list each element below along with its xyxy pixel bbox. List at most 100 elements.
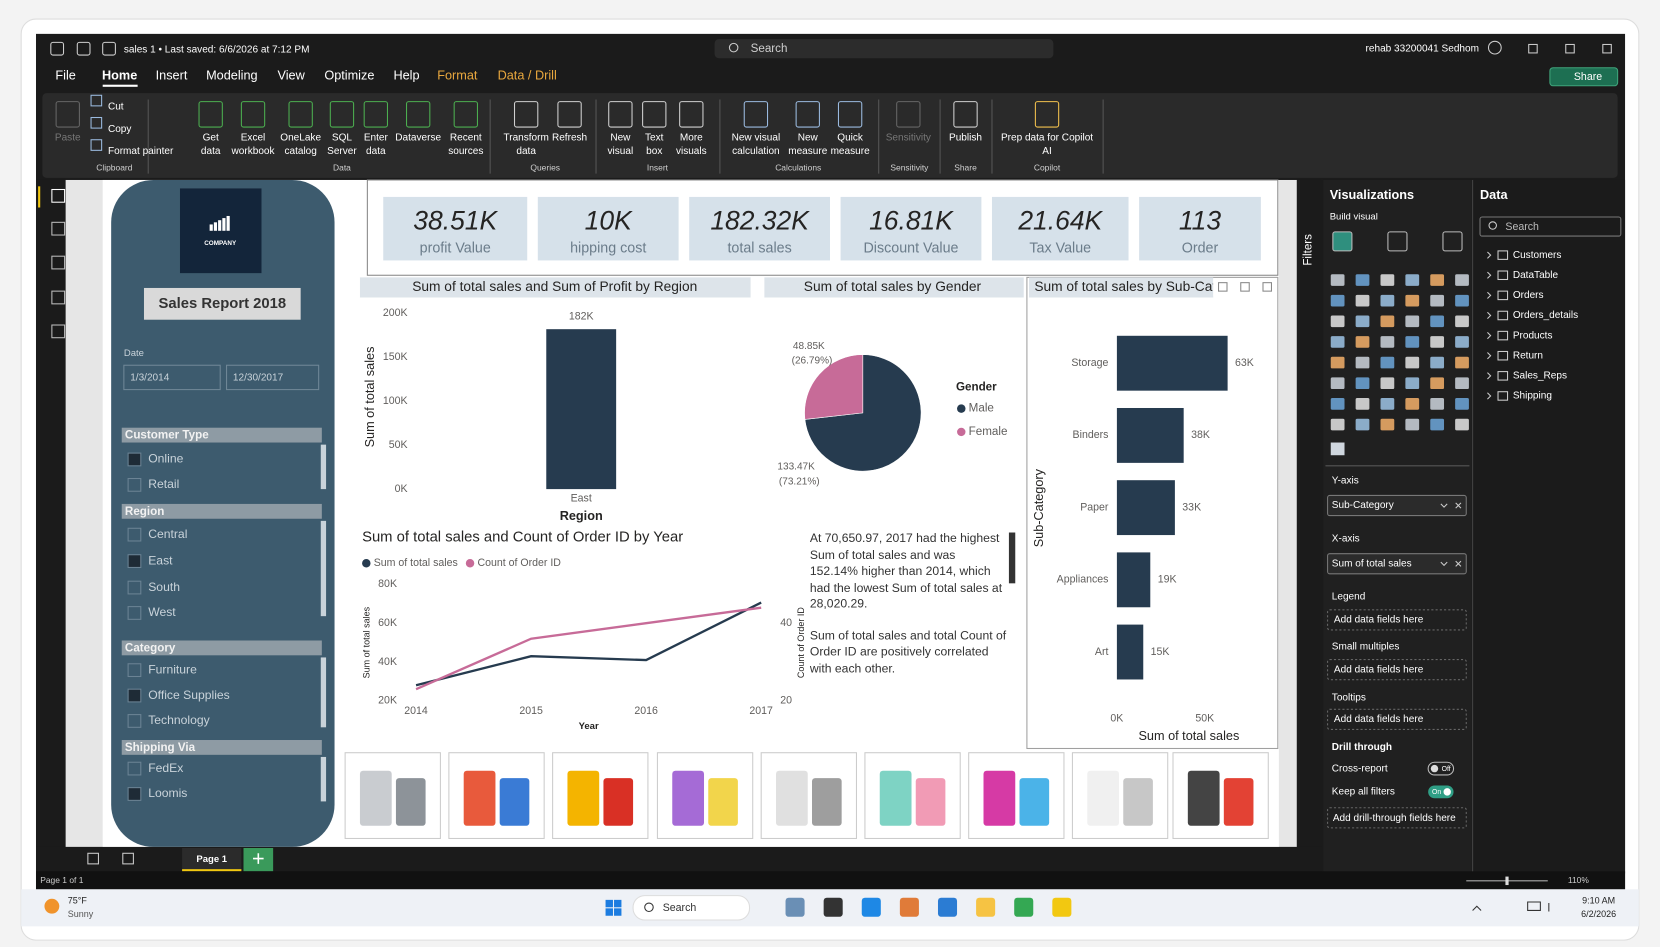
build-icon[interactable] — [1387, 231, 1408, 252]
visual-header-icon[interactable] — [1262, 282, 1272, 292]
field-well[interactable] — [1327, 553, 1467, 575]
ribbon-button[interactable]: New — [798, 132, 819, 143]
visual-type-icon[interactable] — [1330, 377, 1345, 390]
visual-type-icon[interactable] — [1330, 336, 1345, 348]
slicer-option[interactable]: West — [148, 605, 176, 619]
visual-type-icon[interactable] — [1430, 418, 1445, 431]
table-name[interactable]: Sales_Reps — [1513, 370, 1567, 381]
menu-tab[interactable]: Home — [102, 69, 137, 83]
visual-type-icon[interactable] — [1405, 356, 1420, 369]
field-well[interactable] — [1327, 494, 1467, 517]
search-box[interactable] — [714, 39, 1054, 59]
ribbon-button[interactable]: New — [610, 132, 631, 143]
slicer-checkbox[interactable] — [127, 477, 142, 492]
visual-type-icon[interactable] — [1430, 274, 1445, 286]
page-tab[interactable] — [182, 847, 242, 872]
visual-type-icon[interactable] — [1455, 398, 1469, 410]
ribbon-button[interactable]: Cut — [108, 102, 124, 113]
line-series[interactable] — [415, 601, 762, 687]
ribbon-button[interactable]: New visual — [732, 132, 781, 143]
line-series[interactable] — [415, 606, 762, 691]
nav-icon[interactable] — [51, 290, 66, 305]
visual-type-icon[interactable] — [1455, 336, 1469, 348]
slicer-checkbox[interactable] — [127, 527, 142, 542]
tab-bar-icon[interactable] — [122, 852, 134, 865]
slicer-option[interactable]: Central — [148, 527, 187, 541]
visual-type-icon[interactable] — [1380, 315, 1395, 328]
slicer-checkbox[interactable] — [127, 714, 142, 728]
date-input[interactable] — [123, 364, 221, 391]
ribbon-button[interactable]: box — [646, 146, 662, 157]
toolbar-icon[interactable] — [76, 41, 91, 56]
ribbon-button[interactable]: Refresh — [552, 132, 587, 143]
ribbon-button[interactable]: Sensitivity — [886, 132, 931, 143]
menu-tab[interactable]: View — [277, 69, 305, 83]
build-icon[interactable] — [1332, 231, 1353, 252]
tab-bar-icon[interactable] — [87, 852, 99, 865]
nav-icon[interactable] — [51, 324, 66, 339]
window-button[interactable] — [1565, 43, 1575, 54]
slicer-option[interactable]: FedEx — [148, 761, 183, 775]
visual-type-icon[interactable] — [1430, 336, 1445, 348]
taskbar-app[interactable] — [823, 897, 843, 917]
visual-type-icon[interactable] — [1430, 377, 1445, 390]
slicer-option[interactable]: Technology — [148, 713, 210, 727]
menu-tab[interactable]: Modeling — [206, 69, 258, 83]
ribbon-button[interactable]: Paste — [55, 132, 81, 143]
visual-type-icon[interactable] — [1355, 274, 1370, 286]
field-name[interactable]: Sum of total sales — [1332, 558, 1412, 569]
window-button[interactable] — [1528, 43, 1538, 54]
visual-type-icon[interactable] — [1405, 274, 1420, 286]
menu-tab[interactable]: File — [55, 69, 75, 83]
visual-type-icon[interactable] — [1355, 356, 1370, 369]
drop-well[interactable] — [1327, 609, 1467, 631]
slicer-option[interactable]: South — [148, 580, 180, 594]
visual-type-icon[interactable] — [1380, 377, 1395, 390]
taskbar-app[interactable] — [861, 897, 881, 917]
pie-slice[interactable] — [804, 354, 864, 420]
date-to[interactable]: 12/30/2017 — [233, 373, 284, 384]
slicer-checkbox[interactable] — [127, 554, 142, 568]
slicer-option[interactable]: Online — [148, 452, 183, 466]
ribbon-button[interactable]: Prep data for Copilot — [1001, 132, 1093, 143]
ribbon-button[interactable]: sources — [448, 146, 483, 157]
visual-type-icon[interactable] — [1405, 418, 1420, 431]
table-name[interactable]: Customers — [1513, 250, 1562, 261]
date-input[interactable] — [226, 364, 320, 391]
ribbon-button[interactable]: Dataverse — [395, 132, 441, 143]
legend-label[interactable]: Female — [969, 425, 1008, 438]
visual-type-icon[interactable] — [1455, 294, 1469, 307]
slicer-checkbox[interactable] — [127, 663, 142, 678]
toolbar-icon[interactable] — [50, 41, 65, 56]
share-label[interactable]: Share — [1574, 71, 1602, 83]
toggle[interactable] — [1427, 761, 1455, 776]
ribbon-button[interactable]: Excel — [241, 132, 266, 143]
visual-type-icon[interactable] — [1355, 315, 1370, 328]
visual-type-icon[interactable] — [1330, 442, 1345, 456]
visual-type-icon[interactable] — [1455, 315, 1469, 328]
visual-type-icon[interactable] — [1405, 377, 1420, 390]
build-icon[interactable] — [1442, 231, 1463, 252]
visual-type-icon[interactable] — [1355, 294, 1370, 307]
drop-well[interactable] — [1327, 708, 1467, 730]
ribbon-button[interactable]: data — [201, 146, 221, 157]
taskbar-app[interactable] — [1052, 897, 1072, 917]
ribbon-button[interactable]: More — [680, 132, 703, 143]
slicer-checkbox[interactable] — [127, 452, 142, 467]
legend-label[interactable]: Count of Order ID — [477, 557, 561, 569]
page-tab-label[interactable]: Page 1 — [196, 854, 227, 865]
bar[interactable] — [1116, 552, 1151, 608]
menu-tab[interactable]: Insert — [156, 69, 188, 83]
ribbon-button[interactable]: Publish — [949, 132, 982, 143]
visual-type-icon[interactable] — [1330, 294, 1345, 307]
table-name[interactable]: Shipping — [1513, 391, 1552, 402]
slicer-option[interactable]: Office Supplies — [148, 688, 230, 702]
visual-type-icon[interactable] — [1455, 418, 1469, 431]
slicer-checkbox[interactable] — [127, 787, 142, 801]
drop-well[interactable] — [1327, 659, 1467, 681]
nav-icon[interactable] — [51, 221, 66, 236]
table-name[interactable]: Orders — [1513, 290, 1544, 301]
menu-tab[interactable]: Optimize — [324, 69, 374, 83]
menu-tab[interactable]: Format — [437, 69, 478, 83]
ribbon-button[interactable]: SQL — [332, 132, 353, 143]
